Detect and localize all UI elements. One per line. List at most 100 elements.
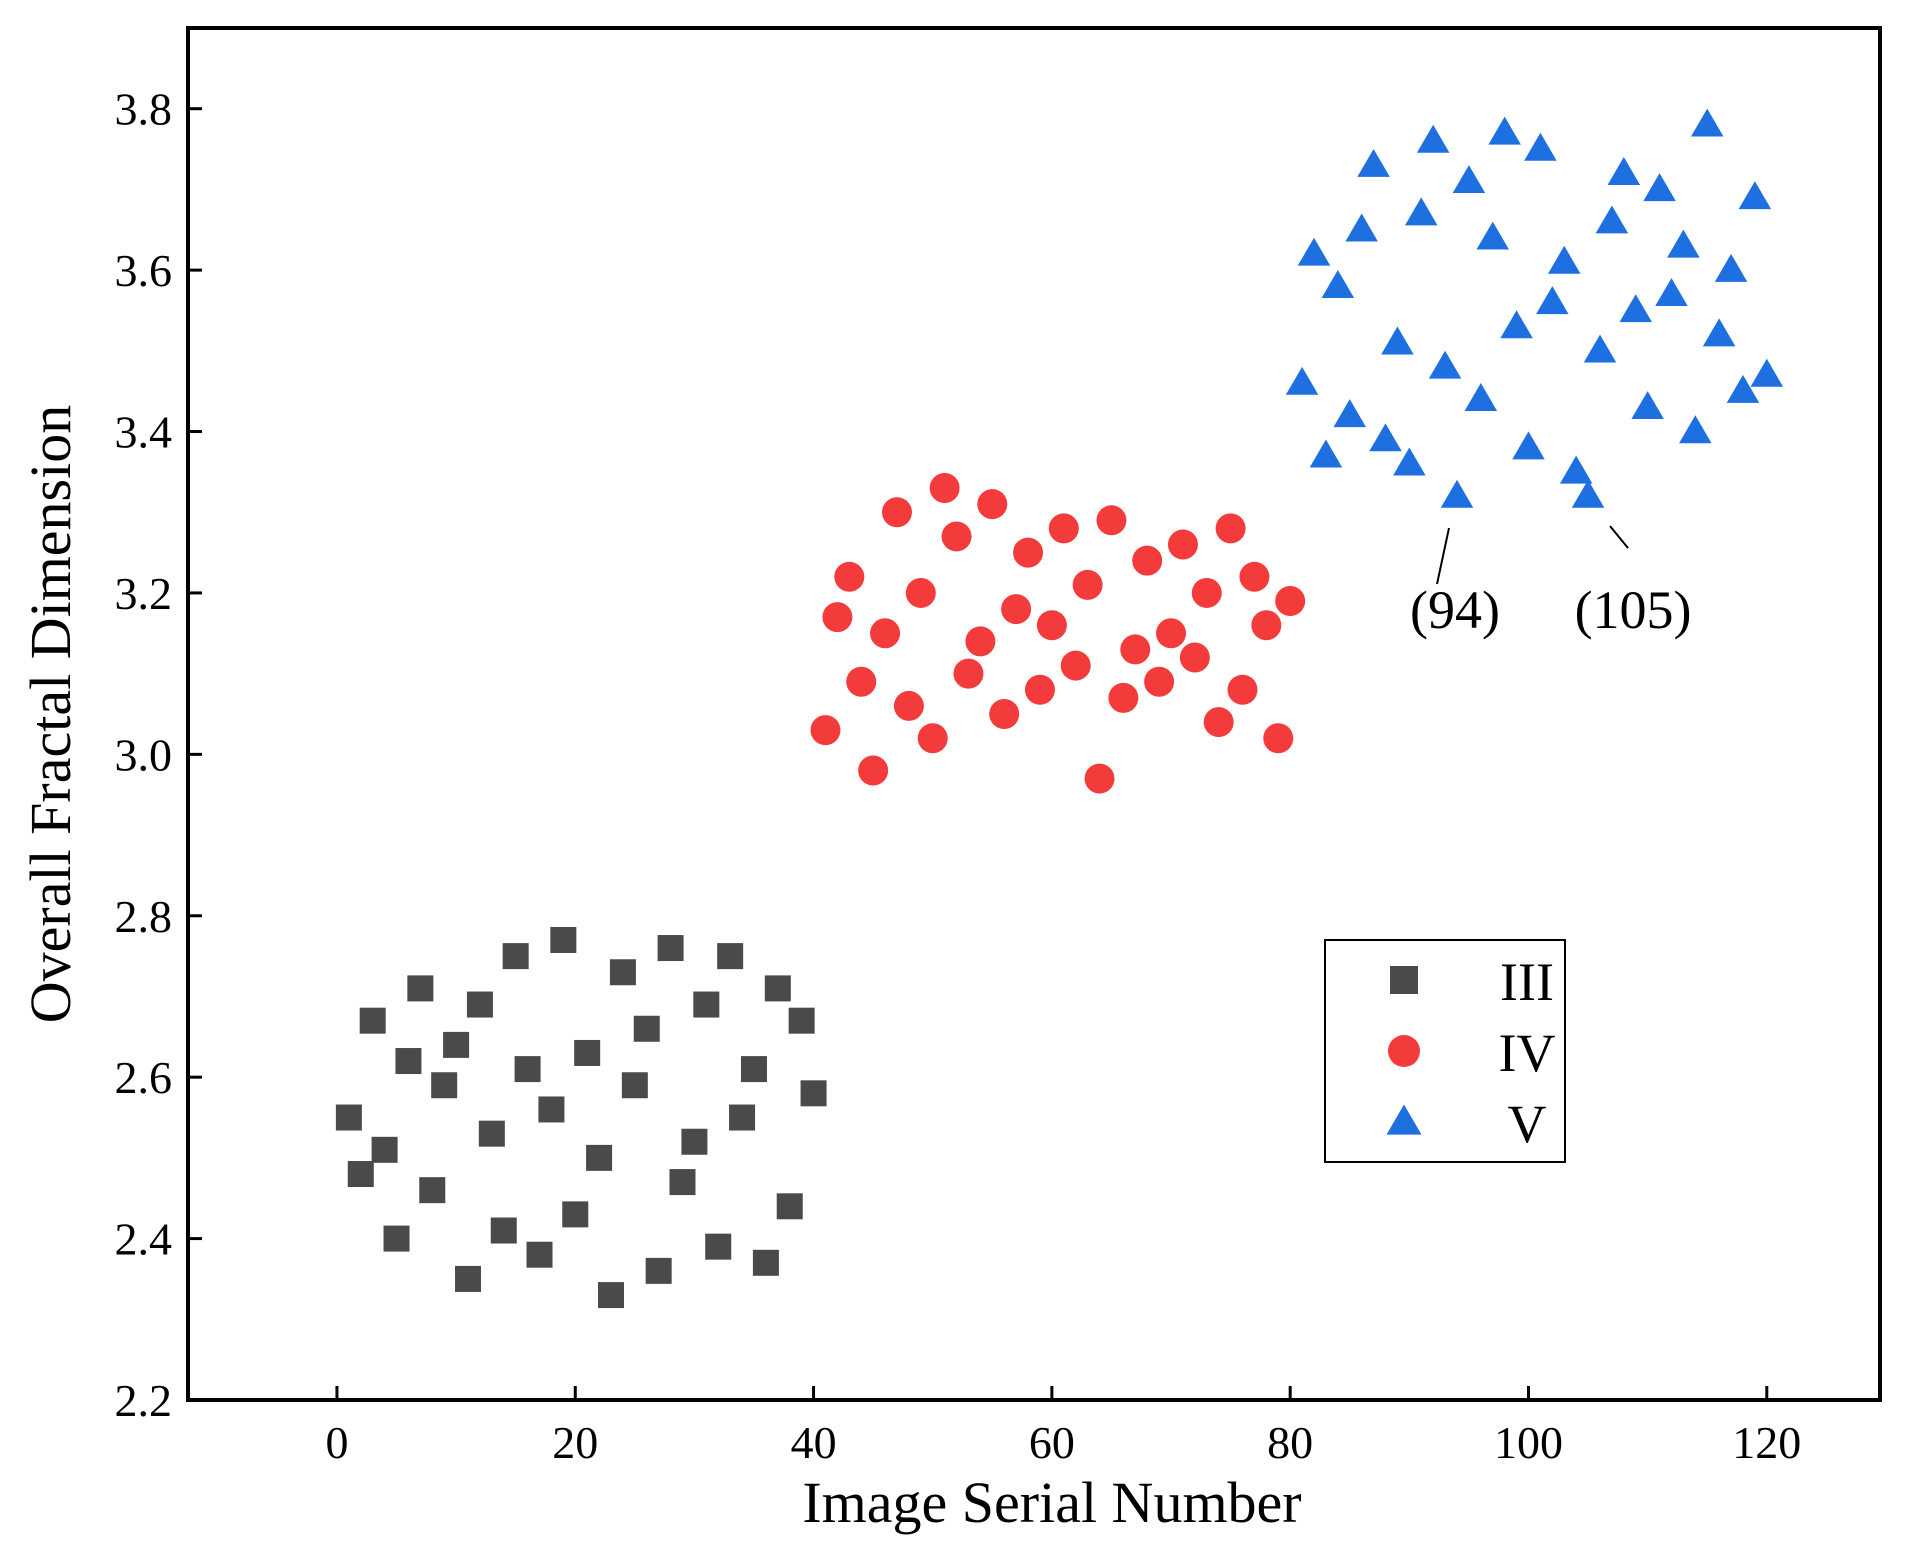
point-square-7 bbox=[407, 975, 434, 1002]
annotations: (94) (105) bbox=[1410, 525, 1692, 640]
point-triangle-13 bbox=[1428, 350, 1462, 379]
point-circle-31 bbox=[1167, 529, 1198, 560]
point-circle-37 bbox=[1239, 561, 1270, 592]
y-tick-label: 3.6 bbox=[115, 245, 173, 296]
point-triangle-29 bbox=[1619, 294, 1652, 323]
annotation-label: (105) bbox=[1575, 580, 1692, 640]
point-square-5 bbox=[383, 1225, 410, 1252]
point-triangle-16 bbox=[1464, 382, 1498, 411]
point-circle-11 bbox=[929, 473, 960, 504]
x-tick-label: 0 bbox=[325, 1417, 348, 1468]
point-circle-27 bbox=[1120, 634, 1151, 665]
point-square-34 bbox=[729, 1104, 756, 1131]
point-triangle-30 bbox=[1631, 391, 1664, 420]
y-tick-label: 2.8 bbox=[115, 891, 173, 942]
point-circle-18 bbox=[1013, 537, 1044, 568]
point-circle-25 bbox=[1096, 505, 1127, 536]
point-triangle-4 bbox=[1321, 270, 1355, 298]
legend-label: III bbox=[1500, 952, 1554, 1012]
point-circle-16 bbox=[989, 699, 1020, 729]
point-circle-40 bbox=[1275, 586, 1306, 617]
point-triangle-15 bbox=[1452, 165, 1486, 194]
point-triangle-25 bbox=[1571, 479, 1605, 508]
point-triangle-19 bbox=[1500, 310, 1533, 339]
point-triangle-20 bbox=[1512, 431, 1545, 460]
point-square-15 bbox=[502, 943, 529, 970]
point-circle-1 bbox=[810, 715, 841, 746]
point-triangle-12 bbox=[1416, 124, 1450, 153]
point-square-17 bbox=[526, 1241, 553, 1268]
point-square-22 bbox=[586, 1144, 613, 1171]
point-triangle-3 bbox=[1309, 439, 1343, 468]
point-circle-14 bbox=[965, 626, 996, 657]
point-square-27 bbox=[645, 1257, 672, 1284]
point-square-29 bbox=[669, 1169, 696, 1196]
point-square-13 bbox=[478, 1120, 505, 1147]
point-triangle-8 bbox=[1369, 423, 1402, 452]
point-circle-4 bbox=[846, 666, 877, 697]
point-triangle-37 bbox=[1714, 253, 1748, 282]
point-circle-38 bbox=[1251, 610, 1282, 641]
point-circle-39 bbox=[1263, 723, 1294, 754]
point-triangle-32 bbox=[1655, 278, 1688, 307]
point-triangle-10 bbox=[1393, 447, 1426, 476]
point-square-35 bbox=[740, 1056, 767, 1083]
point-triangle-28 bbox=[1607, 157, 1641, 185]
point-circle-6 bbox=[870, 618, 901, 649]
point-circle-8 bbox=[893, 690, 924, 721]
point-square-16 bbox=[514, 1056, 541, 1083]
plot-frame bbox=[186, 26, 1882, 1402]
point-circle-24 bbox=[1084, 763, 1115, 794]
y-tick-label: 3.0 bbox=[115, 729, 173, 780]
point-circle-33 bbox=[1191, 577, 1222, 608]
point-circle-3 bbox=[834, 561, 865, 592]
point-triangle-2 bbox=[1297, 237, 1331, 266]
annotation-label: (94) bbox=[1410, 580, 1500, 640]
point-circle-35 bbox=[1215, 513, 1246, 544]
point-triangle-21 bbox=[1524, 132, 1557, 161]
point-circle-17 bbox=[1001, 594, 1032, 625]
point-square-2 bbox=[347, 1161, 374, 1188]
point-triangle-23 bbox=[1547, 245, 1581, 274]
legend-label: V bbox=[1508, 1094, 1547, 1154]
point-triangle-9 bbox=[1381, 326, 1414, 355]
point-triangle-34 bbox=[1679, 415, 1712, 444]
point-square-11 bbox=[455, 1265, 482, 1292]
point-square-4 bbox=[371, 1136, 398, 1163]
legend-marker-circle bbox=[1388, 1035, 1420, 1067]
point-circle-30 bbox=[1156, 618, 1187, 649]
point-circle-2 bbox=[822, 602, 853, 633]
y-tick-label: 3.2 bbox=[115, 568, 173, 619]
point-circle-21 bbox=[1048, 513, 1079, 544]
point-triangle-38 bbox=[1726, 374, 1760, 403]
x-tick-label: 60 bbox=[1029, 1417, 1075, 1468]
point-triangle-7 bbox=[1357, 148, 1390, 177]
point-triangle-27 bbox=[1595, 205, 1629, 234]
point-triangle-33 bbox=[1667, 229, 1700, 258]
point-circle-36 bbox=[1227, 674, 1258, 705]
point-triangle-40 bbox=[1750, 358, 1784, 387]
point-square-40 bbox=[800, 1080, 827, 1107]
y-tick-label: 2.6 bbox=[115, 1052, 173, 1103]
x-tick-label: 20 bbox=[552, 1417, 598, 1468]
point-square-26 bbox=[633, 1015, 660, 1042]
point-triangle-11 bbox=[1405, 197, 1438, 226]
point-circle-10 bbox=[917, 723, 948, 754]
point-square-18 bbox=[538, 1096, 565, 1123]
point-triangle-18 bbox=[1488, 116, 1521, 145]
point-square-9 bbox=[431, 1072, 458, 1099]
point-triangle-31 bbox=[1643, 173, 1676, 202]
point-triangle-1 bbox=[1285, 366, 1319, 395]
point-square-24 bbox=[609, 959, 636, 986]
point-square-33 bbox=[717, 943, 744, 970]
legend-marker-square bbox=[1390, 966, 1418, 994]
point-triangle-39 bbox=[1738, 181, 1772, 210]
point-square-3 bbox=[359, 1007, 386, 1034]
x-axis-title: Image Serial Number bbox=[802, 1470, 1301, 1535]
y-tick-label: 3.8 bbox=[115, 84, 173, 135]
point-circle-32 bbox=[1179, 642, 1210, 673]
point-triangle-14 bbox=[1440, 479, 1474, 508]
point-square-36 bbox=[752, 1249, 779, 1276]
